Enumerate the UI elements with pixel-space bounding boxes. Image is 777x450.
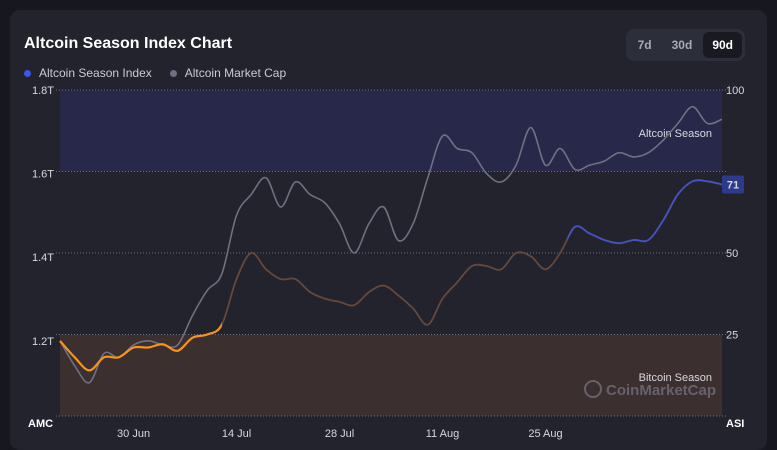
tab-7d[interactable]: 7d: [637, 38, 652, 52]
y-left-tick-0: 1.2T: [32, 336, 54, 348]
y-right-axis-title: ASI: [726, 418, 744, 430]
range-tabs: 7d 30d 90d: [625, 29, 745, 61]
x-tick-2: 28 Jul: [325, 428, 354, 440]
bitcoin-season-label: Bitcoin Season: [639, 372, 712, 384]
series-line-altcoin-season-index-bitcoin: [59, 321, 222, 372]
legend-label-index: Altcoin Season Index: [39, 66, 152, 80]
current-value-badge-text: 71: [727, 180, 739, 192]
series-line-altcoin-season-index-blue: [567, 179, 723, 245]
y-right-tick-1: 50: [726, 248, 738, 260]
legend-dot-index: [24, 69, 31, 77]
tab-90d[interactable]: 90d: [703, 32, 742, 58]
altcoin-season-zone: [60, 90, 722, 172]
legend-dot-mcap: [169, 69, 177, 77]
watermark-group: CoinMarketCap: [584, 380, 716, 399]
x-tick-1: 14 Jul: [222, 428, 251, 440]
watermark-text: CoinMarketCap: [606, 382, 716, 399]
x-tick-3: 11 Aug: [426, 428, 459, 440]
y-right-tick-3: 100: [726, 85, 744, 97]
legend-label-mcap: Altcoin Market Cap: [184, 66, 287, 80]
y-left-axis-title: AMC: [28, 418, 53, 430]
coinmarketcap-logo-icon: [584, 380, 602, 398]
chart-title: Altcoin Season Index Chart: [24, 35, 233, 52]
tab-30d[interactable]: 30d: [671, 38, 693, 52]
y-left-tick-2: 1.6T: [32, 169, 54, 181]
current-value-badge: [722, 175, 744, 194]
y-left-tick-3: 1.8T: [32, 85, 54, 97]
x-tick-0: 30 Jun: [117, 428, 150, 440]
bitcoin-season-zone: [60, 334, 722, 416]
legend-item-mcap[interactable]: Altcoin Market Cap: [169, 66, 287, 80]
altcoin-season-label: Altcoin Season: [639, 128, 712, 140]
y-right-tick-0: 25: [726, 330, 738, 342]
legend: Altcoin Season Index Altcoin Market Cap: [24, 66, 286, 80]
x-tick-4: 25 Aug: [528, 428, 562, 440]
legend-item-index[interactable]: Altcoin Season Index: [24, 66, 152, 80]
y-left-tick-1: 1.4T: [32, 252, 54, 264]
